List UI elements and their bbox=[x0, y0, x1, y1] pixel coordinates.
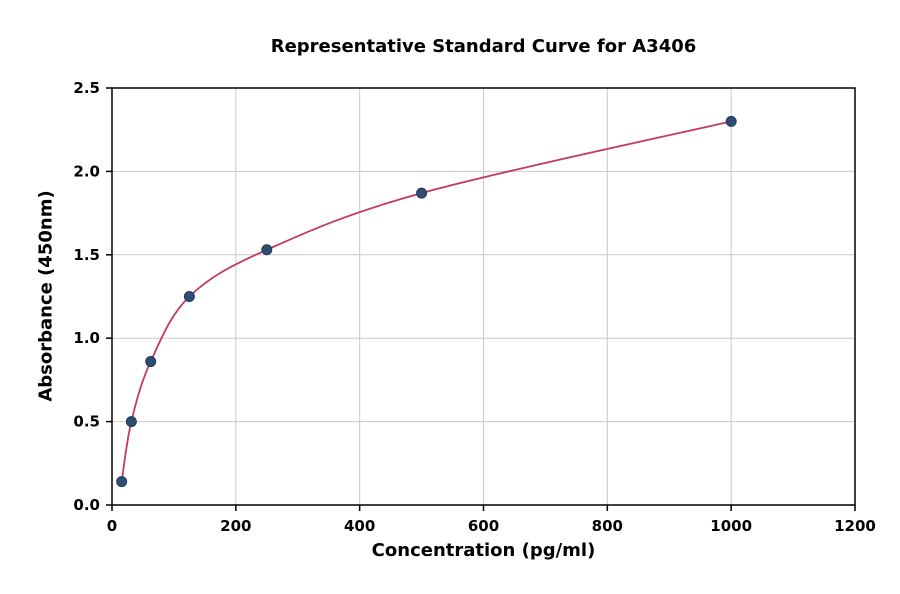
x-tick-label: 800 bbox=[592, 517, 623, 535]
data-point bbox=[261, 244, 273, 256]
chart-title: Representative Standard Curve for A3406 bbox=[270, 36, 697, 57]
y-tick-label: 1.5 bbox=[73, 246, 100, 264]
y-tick-label: 0.0 bbox=[73, 496, 100, 514]
data-point bbox=[183, 291, 195, 302]
x-tick-label: 1000 bbox=[710, 517, 752, 535]
data-point bbox=[116, 476, 128, 488]
y-tick-label: 2.5 bbox=[73, 79, 100, 97]
x-tick-label: 1200 bbox=[834, 517, 876, 535]
data-point bbox=[145, 356, 157, 368]
y-tick-label: 2.0 bbox=[73, 162, 100, 180]
y-tick-label: 0.5 bbox=[73, 413, 100, 431]
fitted-curve bbox=[120, 120, 732, 482]
y-tick-label: 1.0 bbox=[73, 329, 100, 347]
x-tick-label: 200 bbox=[220, 517, 251, 535]
x-tick-label: 600 bbox=[468, 517, 499, 535]
x-tick-label: 0 bbox=[107, 517, 117, 535]
data-point bbox=[725, 115, 737, 127]
x-axis-label: Concentration (pg/ml) bbox=[371, 540, 596, 561]
x-tick-label: 400 bbox=[344, 517, 375, 535]
data-point bbox=[416, 187, 428, 199]
data-point bbox=[125, 416, 137, 428]
